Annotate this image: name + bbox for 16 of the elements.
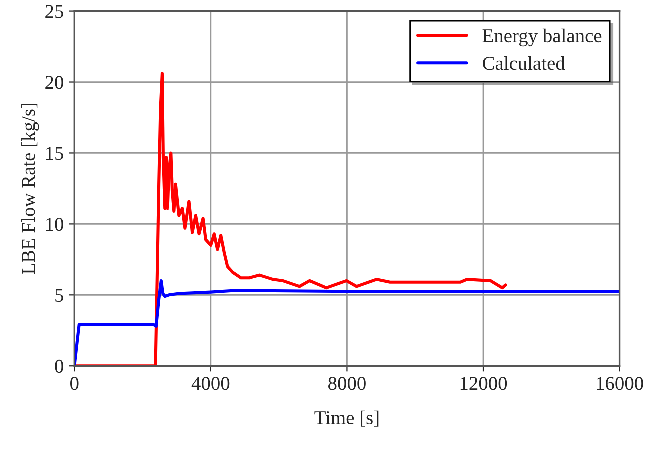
y-tick-label: 0 xyxy=(55,360,64,374)
x-axis-title: Time [s] xyxy=(314,410,379,427)
y-axis-title: LBE Flow Rate [kg/s] xyxy=(22,104,40,274)
y-tick-label: 5 xyxy=(56,289,64,302)
y-tick-label: 25 xyxy=(46,5,64,18)
y-tick-label: 15 xyxy=(46,147,64,160)
line-series xyxy=(74,72,508,366)
x-tick-label: 4000 xyxy=(192,377,230,390)
x-tick-label: 8000 xyxy=(328,377,366,390)
x-tick-label: 16000 xyxy=(597,377,644,390)
legend-label: Calculated xyxy=(483,56,566,70)
y-tick-label: 20 xyxy=(46,76,64,90)
legend-label: Energy balance xyxy=(482,28,602,47)
y-tick-label: 10 xyxy=(46,218,64,232)
x-tick-label: 12000 xyxy=(460,377,508,390)
x-tick-label: 0 xyxy=(70,377,79,390)
